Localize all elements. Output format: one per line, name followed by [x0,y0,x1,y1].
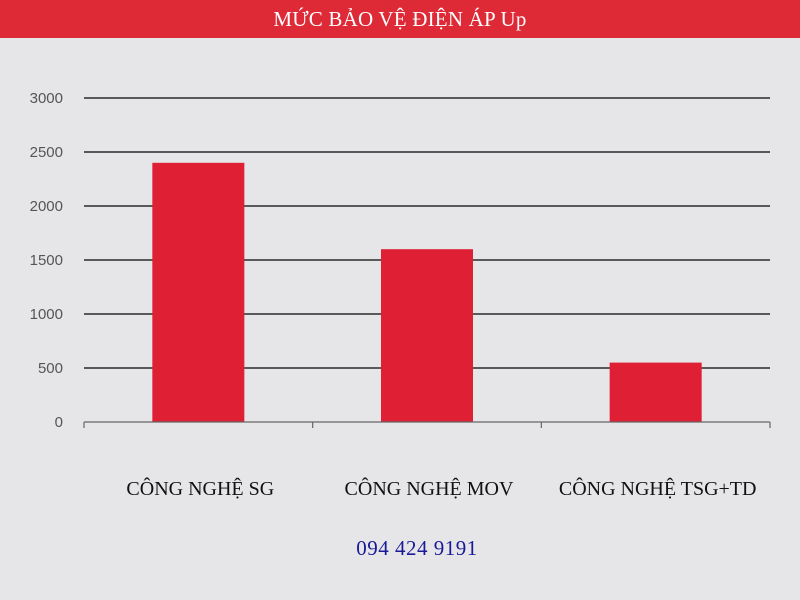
phone-number: 094 424 9191 [356,536,478,560]
y-tick-label: 2500 [30,144,63,161]
y-tick-label: 1000 [30,306,63,323]
y-tick-labels: 0 500 1000 1500 2000 2500 3000 [30,90,63,431]
x-axis [83,421,771,428]
y-tick-label: 500 [38,360,63,377]
y-tick-label: 2000 [30,198,63,215]
y-tick-label: 3000 [30,90,63,107]
chart-title-bar: MỨC BẢO VỆ ĐIỆN ÁP Up [0,0,800,38]
bar-1 [152,162,245,423]
chart-title: MỨC BẢO VỆ ĐIỆN ÁP Up [273,6,527,31]
bars [152,162,702,423]
bar-2 [381,249,473,422]
category-labels: CÔNG NGHỆ SG CÔNG NGHỆ MOV CÔNG NGHỆ TSG+T… [126,476,756,500]
y-tick-label: 0 [55,414,63,431]
category-label: CÔNG NGHỆ MOV [345,476,514,500]
category-label: CÔNG NGHỆ SG [126,476,274,500]
category-label: CÔNG NGHỆ TSG+TD [559,476,757,500]
y-tick-label: 1500 [30,252,63,269]
bar-3 [609,362,702,422]
